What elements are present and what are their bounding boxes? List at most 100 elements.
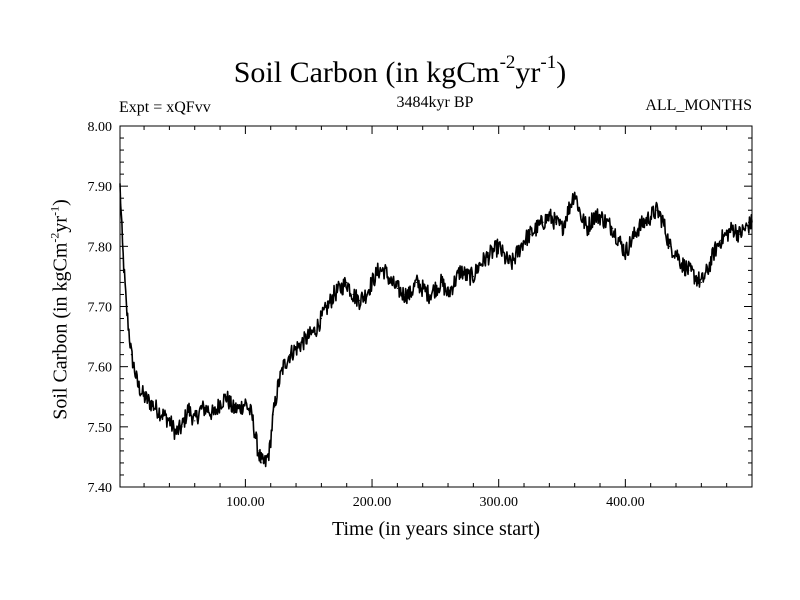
x-tick-label: 200.00 [353,495,392,510]
data-point [289,354,291,356]
data-point [681,263,683,265]
data-point [662,221,664,223]
data-point [358,299,360,302]
data-point [580,215,582,217]
data-point [732,227,734,229]
data-point [415,281,417,284]
data-point [561,227,563,229]
data-point [485,257,487,259]
data-point [277,384,279,386]
data-point [428,293,430,296]
data-point [137,384,139,386]
y-tick-label: 7.50 [88,421,113,436]
data-point [536,227,538,229]
y-tick-label: 7.80 [88,240,113,255]
data-point [460,269,462,271]
data-point [282,366,284,368]
data-point [377,269,379,271]
y-tick-label: 8.00 [88,120,113,135]
data-point [726,233,728,235]
data-point [441,281,443,284]
data-point [479,263,481,265]
data-point [574,191,576,193]
y-tick-label: 7.40 [88,481,113,496]
data-point [713,251,715,253]
series-line-soil-carbon [119,183,753,468]
data-point [453,281,455,284]
data-point [637,227,639,229]
data-point [605,221,607,223]
data-point [599,215,601,217]
data-point [257,450,259,452]
data-point [265,462,267,464]
chart-title: Soil Carbon (in kgCm-2yr-1) [233,52,567,89]
y-tick-label: 7.90 [88,180,113,195]
data-point [346,281,348,284]
data-point [624,251,626,253]
x-tick-label: 300.00 [479,495,518,510]
data-point [643,221,645,223]
data-point [707,269,709,271]
data-point [365,293,367,296]
data-point [225,396,227,398]
data-point [251,414,253,416]
data-point [751,221,753,223]
data-point [567,209,569,211]
experiment-label: Expt = xQFvv [119,99,211,116]
data-point [168,420,170,422]
data-point [206,408,208,410]
data-point [232,408,234,410]
data-point [517,251,519,253]
data-point [143,396,145,398]
data-point [327,305,329,308]
data-point [447,293,449,296]
data-point [694,275,696,278]
data-point [121,245,124,247]
y-tick-label: 7.70 [88,301,113,316]
data-point [371,281,373,284]
data-point [333,293,335,296]
data-point [498,245,500,247]
data-point [472,275,474,278]
data-point [612,227,614,229]
epoch-label: 3484kyr BP [396,94,474,111]
data-point [301,342,303,344]
data-point [656,209,658,211]
x-tick-label: 100.00 [226,495,265,510]
plot-frame [119,125,753,488]
data-point [213,414,215,416]
x-axis-label: Time (in years since start) [331,518,541,540]
data-point [523,239,525,241]
data-point [194,420,196,422]
data-point [187,408,189,410]
data-point [156,408,158,410]
data-point [119,185,121,187]
y-tick-label: 7.60 [88,361,113,376]
x-tick-label: 400.00 [606,495,645,510]
data-point [586,227,588,229]
months-label: ALL_MONTHS [645,97,752,114]
data-point [320,317,322,320]
data-point [409,293,411,296]
data-point [548,215,550,217]
data-point [295,348,297,350]
data-point [504,257,506,259]
data-point [745,227,747,229]
data-point [314,329,316,332]
data-point [162,414,164,416]
data-point [738,233,740,235]
data-point [688,269,690,271]
data-point [510,263,512,265]
data-point [308,335,310,338]
data-point [555,221,557,223]
data-point [403,293,405,296]
data-point [130,354,132,356]
data-point [593,215,595,217]
data-point [542,221,544,223]
data-point [181,426,183,428]
data-point [422,287,424,290]
data-point [384,269,386,271]
data-point [675,251,677,253]
data-point [149,402,151,404]
